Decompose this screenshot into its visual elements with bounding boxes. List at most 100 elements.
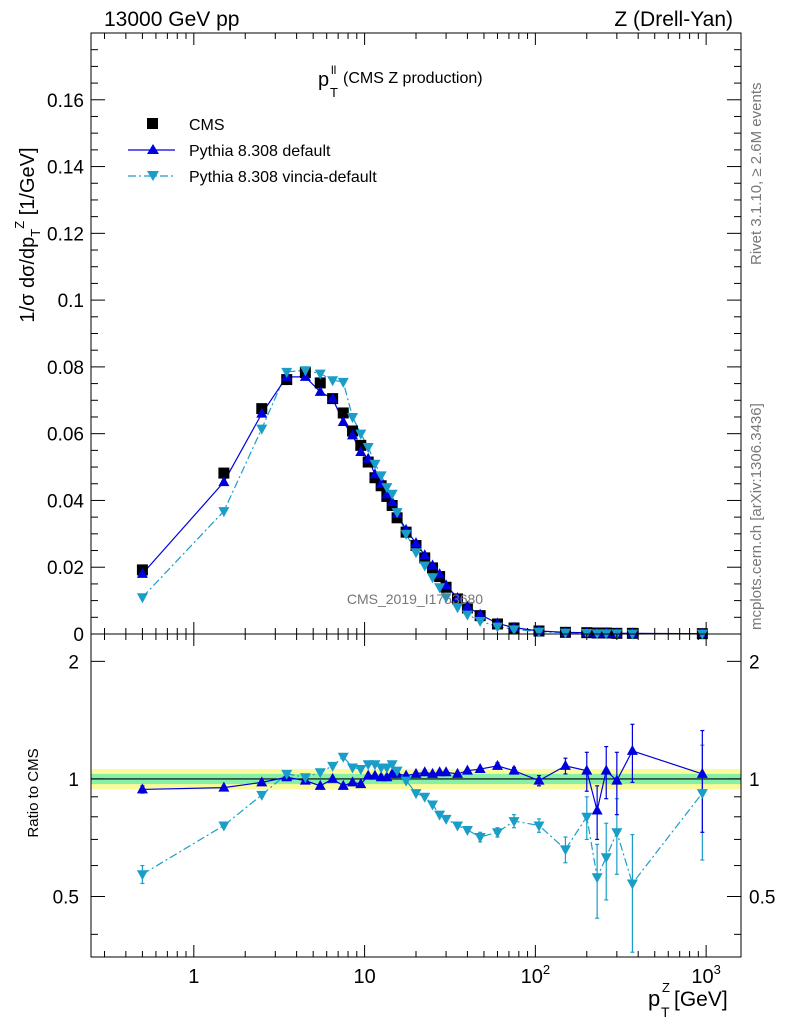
svg-text:1/σ dσ/dpTZ [1/GeV]: 1/σ dσ/dpTZ [1/GeV] [12, 147, 43, 322]
legend: CMS Pythia 8.308 default Pythia 8.308 vi… [128, 117, 377, 186]
xlabel-sub: T [661, 1004, 670, 1020]
vincia-point [314, 369, 326, 380]
vincia-point [427, 573, 439, 584]
default-point [440, 579, 452, 590]
default-point [337, 415, 349, 426]
ratio-default-point [337, 779, 349, 790]
xtick-label-exp: 3 [714, 962, 721, 977]
vincia-point [327, 376, 339, 387]
ratio-vincia-point [696, 789, 708, 800]
ratio-vincia-point [440, 814, 452, 825]
main-ylabel-text: 1/σ dσ/dp [17, 237, 39, 323]
default-point [434, 568, 446, 579]
ratio-vincia-point [491, 828, 503, 839]
vincia-point [355, 429, 367, 440]
ratio-ytick-label-right: 2 [749, 652, 760, 673]
main-ytick-label: 0.12 [47, 224, 84, 245]
ratio-vincia-point [508, 817, 520, 828]
default-point [369, 468, 381, 479]
ratio-default-point [581, 764, 593, 775]
vincia-point [386, 489, 398, 500]
vincia-point [440, 593, 452, 604]
main-ytick-label: 0.08 [47, 358, 84, 379]
ratio-vincia-point [626, 879, 638, 890]
cms-point [355, 439, 367, 451]
ratio-vincia-point [299, 773, 311, 784]
header-right: Z (Drell-Yan) [614, 8, 733, 31]
cms-point [337, 407, 349, 419]
ratio-default-point [347, 776, 359, 787]
ratio-vincia-point [256, 790, 268, 801]
main-plot: 0 0.02 0.04 0.06 0.08 0.1 0.12 0.14 0.16 [47, 32, 742, 646]
vincia-point [381, 483, 393, 494]
xtick-label-base: 1 [188, 966, 199, 988]
ratio-vincia-point [410, 789, 422, 800]
vincia-point [299, 366, 311, 377]
ratio-default-point [452, 767, 464, 778]
default-point [355, 446, 367, 457]
ratio-vincia-point [419, 792, 431, 803]
ratio-vincia-point [369, 760, 381, 771]
default-point [452, 591, 464, 602]
vincia-point [533, 627, 545, 638]
ratio-default-point [600, 764, 612, 775]
ratio-vincia-point [400, 776, 412, 787]
ratio-default-point [626, 744, 638, 755]
ratio-vincia-point [452, 821, 464, 832]
plot-title-sub: T [330, 85, 338, 100]
xlabel-p: p [648, 986, 660, 1011]
main-ytick-label: 0.16 [47, 91, 84, 112]
vincia-point [419, 561, 431, 572]
ratio-default-point [381, 771, 393, 782]
legend-cms-marker [147, 118, 158, 129]
ratio-vincia-point [591, 873, 603, 884]
ratio-default-point [327, 772, 339, 783]
legend-cms-label: CMS [189, 117, 225, 134]
ratio-vincia-point [474, 833, 486, 844]
ratio-default-point [491, 759, 503, 770]
default-point [386, 496, 398, 507]
main-ylabel: 1/σ dσ/dpTZ [1/GeV] [12, 147, 43, 322]
vincia-point [391, 508, 403, 519]
ratio-vincia-point [581, 812, 593, 823]
ratio-vincia-point [381, 763, 393, 774]
xtick-label: 10 [353, 966, 375, 988]
xtick-label-base: 10 [691, 966, 713, 988]
default-point [218, 476, 230, 487]
ratio-ytick-label-right: 1 [749, 770, 760, 791]
default-point [136, 567, 148, 578]
default-point [314, 385, 326, 396]
main-ytick-label: 0.02 [47, 558, 84, 579]
ratio-default-point [218, 781, 230, 792]
ratio-default-point [410, 767, 422, 778]
ratio-vincia-point [281, 769, 293, 780]
ratio-default-point [136, 783, 148, 794]
legend-vincia-label: Pythia 8.308 vincia-default [189, 169, 377, 186]
legend-vincia-marker [147, 171, 159, 181]
main-ytick-label: 0.04 [47, 491, 84, 512]
ratio-ytick-label: 0.5 [53, 888, 79, 909]
vincia-point [256, 424, 268, 435]
ratio-vincia-point [391, 766, 403, 777]
xtick-label: 102 [521, 962, 550, 988]
xlabel: p Z T [GeV] [648, 980, 728, 1020]
ratio-vincia-point [337, 752, 349, 763]
ratio-default-point [256, 776, 268, 787]
ratio-default-point [440, 766, 452, 777]
default-point [461, 600, 473, 611]
ratio-default-point [474, 763, 486, 774]
ratio-vincia-point [427, 800, 439, 811]
ratio-vincia-point [386, 760, 398, 771]
main-ytick-label: 0.1 [58, 291, 84, 312]
ratio-default-point [419, 766, 431, 777]
plot-title-rest: (CMS Z production) [343, 70, 483, 87]
ratio-default-point [696, 767, 708, 778]
vincia-point [508, 625, 520, 636]
ratio-vincia-point [347, 763, 359, 774]
default-point [419, 549, 431, 560]
xtick-label: 103 [691, 962, 720, 988]
cms-point [314, 377, 326, 389]
ratio-vincia-point [611, 828, 623, 839]
ratio-default-point [508, 764, 520, 775]
